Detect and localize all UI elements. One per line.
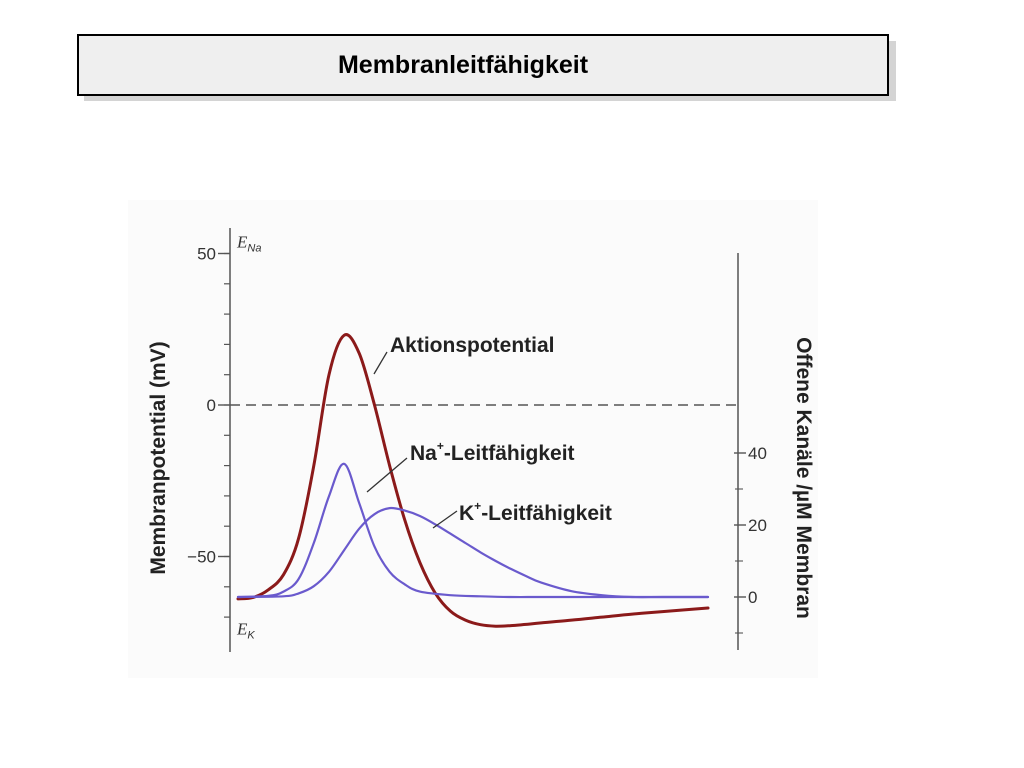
ap-leader-line: [373, 351, 388, 375]
right-axis-ticks: 40 20 0: [734, 444, 767, 634]
series-na-conductance: [236, 462, 710, 599]
left-axis-reference-subscript: K: [247, 629, 255, 641]
annotation-k-sup: +: [474, 499, 481, 513]
annotation-k-rest: -Leitfähigkeit: [481, 502, 612, 525]
annotation-na-text: Na: [410, 442, 437, 465]
left-axis-tick-label: −50: [187, 548, 216, 567]
series-aktionspotential: [236, 333, 710, 628]
chart-background: [128, 200, 818, 678]
right-axis-tick-label: 40: [748, 444, 767, 463]
right-axis-title: Offene Kanäle /µM Membran: [792, 337, 815, 619]
title-box: Membranleitfähigkeit: [77, 34, 889, 96]
annotation-aktionspotential: Aktionspotential: [390, 334, 555, 357]
left-axis-ticks: 50 0 −50: [187, 245, 230, 567]
left-axis-tick-label: 0: [207, 396, 216, 415]
k-leader-line: [432, 510, 458, 529]
na-leader-line: [366, 457, 408, 493]
series-k-conductance: [236, 506, 710, 599]
right-axis-tick-label: 0: [748, 588, 757, 607]
annotation-na-rest: -Leitfähigkeit: [444, 442, 575, 465]
annotation-k-text: K: [459, 502, 474, 525]
left-axis-tick-label: 50: [197, 245, 216, 264]
slide-title: Membranleitfähigkeit: [337, 50, 589, 79]
left-axis-reference-subscript: Na: [247, 243, 261, 255]
annotation-na-conductance: Na+-Leitfähigkeit: [410, 439, 575, 465]
annotation-na-sup: +: [437, 439, 444, 453]
right-axis-tick-label: 20: [748, 516, 767, 535]
chart-series: [236, 333, 710, 628]
left-axis-title: Membranpotential (mV): [147, 341, 170, 574]
annotation-k-conductance: K+-Leitfähigkeit: [459, 499, 612, 525]
